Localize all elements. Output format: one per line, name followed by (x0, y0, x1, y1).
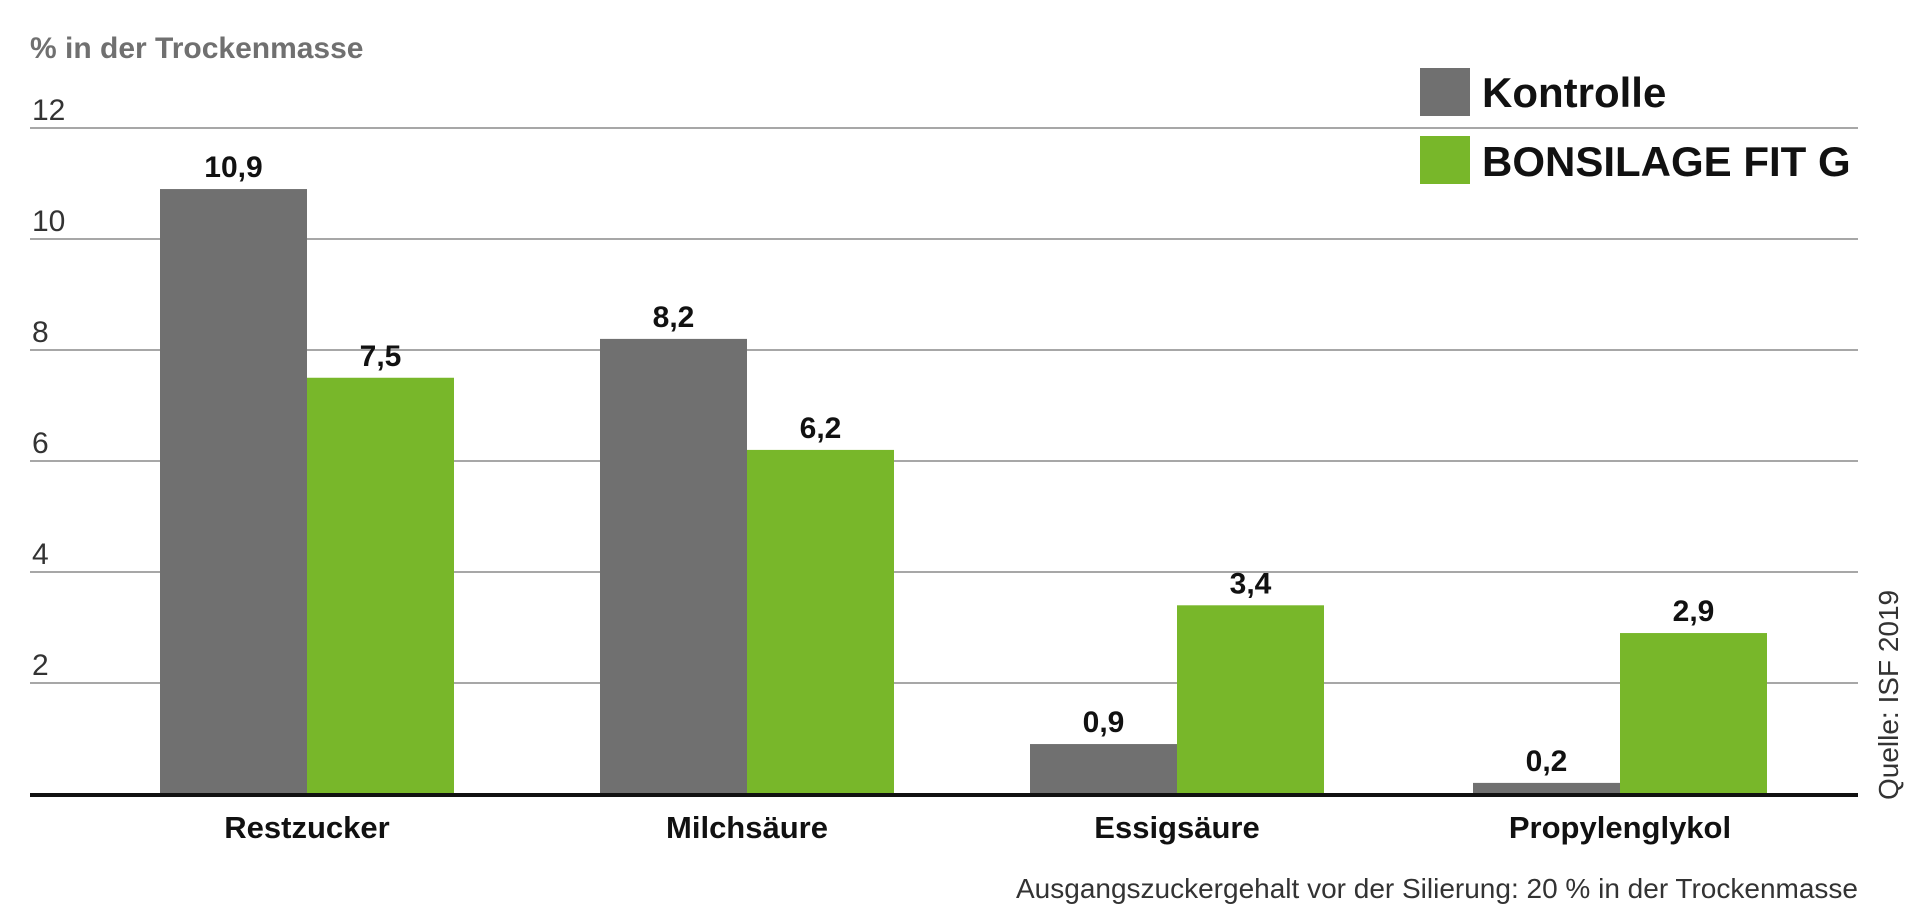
y-axis-ticks: 2 4 6 8 10 12 (32, 94, 65, 682)
legend: Kontrolle BONSILAGE FIT G (1420, 68, 1851, 185)
value-label-bonsilage-0: 7,5 (360, 340, 402, 373)
y-tick-label-8: 8 (32, 316, 49, 349)
category-label-3: Propylenglykol (1509, 810, 1731, 845)
legend-swatch-kontrolle (1420, 68, 1470, 116)
value-label-kontrolle-0: 10,9 (204, 151, 262, 184)
y-tick-label-12: 12 (32, 94, 65, 127)
value-label-kontrolle-1: 8,2 (653, 301, 695, 334)
category-label-1: Milchsäure (666, 810, 828, 845)
y-tick-label-2: 2 (32, 649, 49, 682)
bar-kontrolle-3 (1473, 782, 1620, 794)
bar-kontrolle-0 (160, 189, 307, 795)
value-label-kontrolle-2: 0,9 (1083, 706, 1125, 739)
y-tick-label-10: 10 (32, 205, 65, 238)
footnote: Ausgangszuckergehalt vor der Silierung: … (1016, 873, 1858, 904)
legend-swatch-bonsilage (1420, 136, 1470, 184)
bar-bonsilage-0 (307, 377, 454, 794)
value-label-kontrolle-3: 0,2 (1526, 745, 1568, 778)
value-label-bonsilage-2: 3,4 (1230, 567, 1272, 600)
legend-label-kontrolle: Kontrolle (1482, 69, 1666, 116)
value-label-bonsilage-3: 2,9 (1673, 595, 1715, 628)
category-label-0: Restzucker (224, 810, 389, 845)
x-axis-categories: Restzucker Milchsäure Essigsäure Propylengl… (224, 810, 1731, 845)
legend-label-bonsilage: BONSILAGE FIT G (1482, 138, 1851, 185)
category-label-2: Essigsäure (1094, 810, 1259, 845)
bar-kontrolle-2 (1030, 744, 1177, 794)
y-tick-label-4: 4 (32, 538, 49, 571)
y-tick-label-6: 6 (32, 427, 49, 460)
bar-bonsilage-1 (747, 449, 894, 794)
bar-bonsilage-3 (1620, 633, 1767, 794)
bar-kontrolle-1 (600, 338, 747, 794)
bar-bonsilage-2 (1177, 605, 1324, 794)
value-labels: 10,9 7,5 8,2 6,2 0,9 3,4 0,2 2,9 (204, 151, 1714, 778)
y-axis-title: % in der Trockenmasse (30, 32, 364, 65)
value-label-bonsilage-1: 6,2 (800, 412, 842, 445)
source-label: Quelle: ISF 2019 (1873, 590, 1904, 800)
bars (160, 189, 1767, 795)
